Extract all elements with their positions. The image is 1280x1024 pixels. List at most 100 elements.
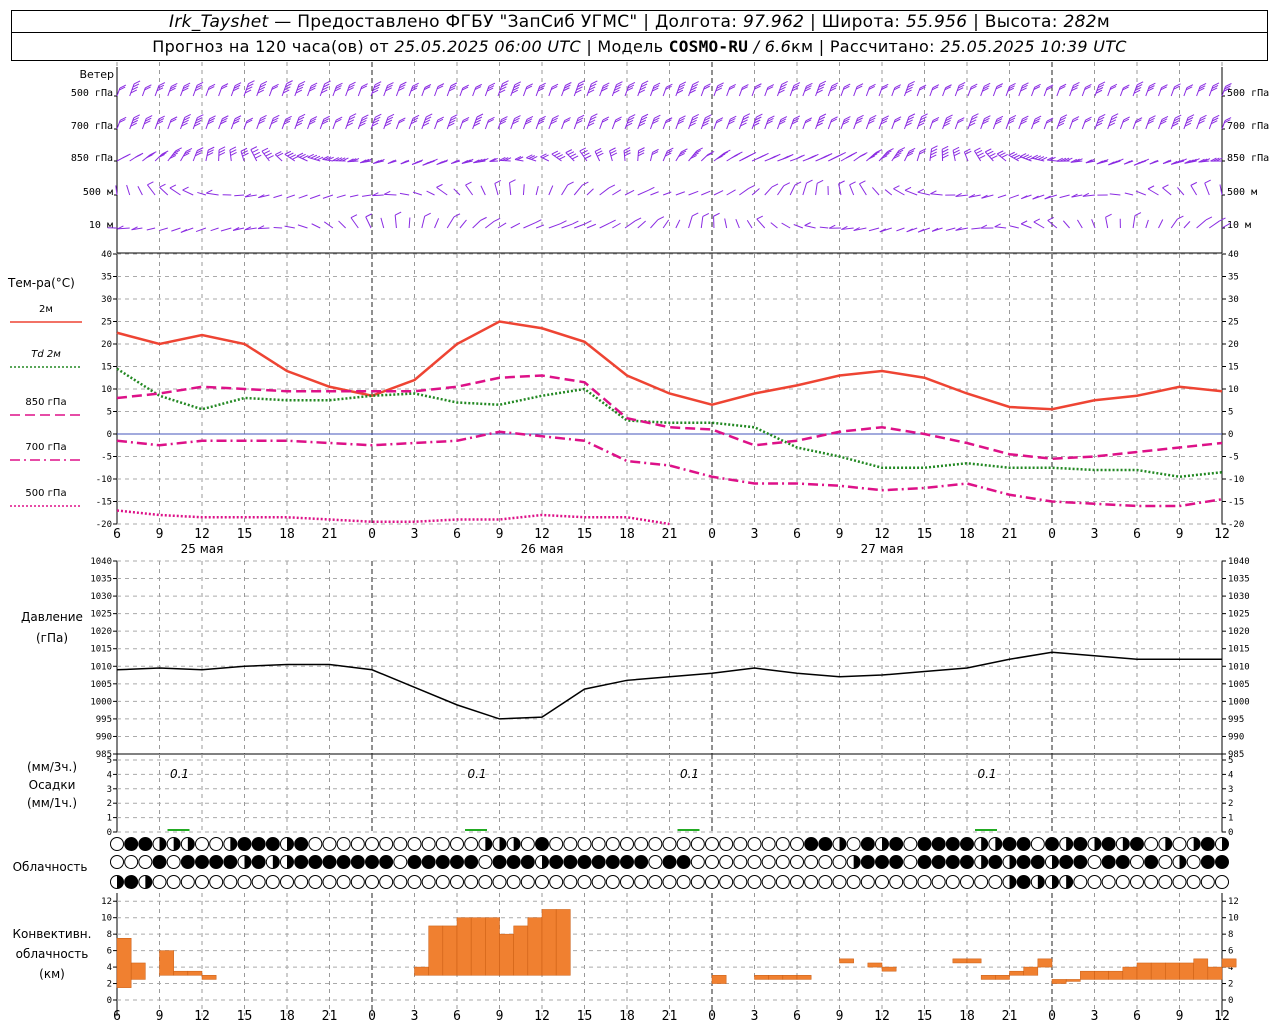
- cloud-circle: [365, 875, 379, 889]
- cloud-cover-symbol: [506, 855, 521, 869]
- cloud-fill: [464, 855, 478, 869]
- wind-barb: [1082, 194, 1096, 197]
- wind-barb: [764, 186, 773, 196]
- wind-barb-flag: [594, 147, 602, 152]
- cloud-fill: [1179, 855, 1186, 869]
- wind-barb-flag: [462, 119, 469, 124]
- cloud-fill: [138, 837, 152, 851]
- wind-barb-flag: [715, 119, 723, 124]
- wind-barb-flag: [677, 120, 684, 125]
- wind-barb: [336, 194, 346, 199]
- cloud-circle: [393, 875, 408, 889]
- cloud-cover-symbol: [1130, 855, 1144, 869]
- wind-barb: [884, 189, 893, 196]
- wind-barb: [154, 85, 160, 97]
- cloud-circle: [591, 837, 606, 851]
- station-name: Irk_Tayshet: [169, 12, 269, 32]
- wind-barb-flag: [1212, 114, 1220, 119]
- wind-barb-flag: [691, 83, 698, 88]
- wind-barb-flag: [180, 229, 188, 233]
- wind-barb-flag: [609, 147, 616, 152]
- wind-barb-flag: [524, 120, 532, 125]
- latitude-value: 55.956: [906, 12, 968, 32]
- wind-barb: [268, 87, 274, 97]
- cloud-circle: [747, 855, 762, 869]
- wind-barb-flag: [265, 152, 272, 157]
- wind-barb: [776, 84, 783, 97]
- wind-barb: [726, 189, 736, 196]
- wind-barb-flag: [173, 149, 180, 154]
- wind-barb-flag: [829, 87, 837, 92]
- cloud-cover-symbol: [563, 837, 578, 851]
- wind-barb: [171, 227, 181, 232]
- cloud-circle: [294, 875, 309, 889]
- wind-barb-flag: [267, 155, 274, 159]
- wind-barb: [1190, 185, 1198, 196]
- wind-barb-flag: [361, 83, 368, 88]
- wind-barb-flag: [258, 86, 266, 91]
- wind-barb-flag: [389, 159, 397, 164]
- wind-barb-flag: [436, 118, 444, 123]
- wind-barb-flag: [816, 89, 823, 94]
- cloud-cover-symbol: [889, 837, 904, 851]
- cloud-circle: [223, 875, 238, 889]
- wind-barb-flag: [955, 226, 962, 231]
- cloud-cover-symbol: [1016, 875, 1031, 889]
- wind-barb: [1109, 193, 1121, 196]
- wind-barb-flag: [411, 85, 419, 90]
- y-tick-label-right: 1020: [1228, 627, 1250, 637]
- cloud-cover-symbol: [407, 855, 422, 869]
- wind-barb-flag: [475, 116, 483, 121]
- wind-barb-flag: [171, 82, 178, 87]
- cloud-cover-symbol: [1030, 837, 1045, 851]
- wind-barb: [522, 184, 525, 196]
- cloud-cover-symbol: [648, 837, 663, 851]
- wind-barb: [137, 186, 143, 196]
- cloud-cover-symbol: [195, 855, 209, 869]
- wind-barb-flag: [1203, 158, 1211, 163]
- x-tick-label: 9: [496, 1009, 504, 1024]
- wind-barb: [1135, 190, 1146, 196]
- cloud-cover-symbol: [393, 837, 408, 851]
- cloud-cover-symbol: [775, 855, 790, 869]
- wind-barb-flag: [716, 155, 723, 160]
- wind-barb: [726, 87, 731, 97]
- wind-barb-flag: [678, 152, 685, 157]
- cloud-circle: [393, 837, 408, 851]
- cloud-circle: [492, 875, 507, 889]
- wind-barb: [853, 86, 858, 97]
- wind-barb-flag: [754, 119, 761, 124]
- wind-barb-flag: [1046, 117, 1054, 122]
- wind-barb-flag: [316, 156, 324, 161]
- wind-barb-flag: [500, 118, 507, 123]
- wind-barb: [1081, 87, 1086, 97]
- y-tick-label-left: 1: [107, 814, 112, 824]
- wind-barb-flag: [857, 114, 864, 119]
- cloud-fill: [507, 855, 521, 869]
- cloud-cover-symbol: [520, 837, 535, 851]
- cloud-fill: [946, 855, 960, 869]
- wind-barb-flag: [431, 158, 438, 163]
- cloud-cover-symbol: [464, 875, 479, 889]
- wind-barb-flag: [285, 115, 292, 120]
- wind-barb-flag: [793, 115, 801, 120]
- wind-barb-flag: [991, 155, 998, 160]
- cloud-cover-symbol: [265, 837, 280, 851]
- y-tick-label-left: 1015: [90, 645, 112, 655]
- wind-barb: [421, 216, 426, 229]
- wind-barb-flag: [953, 152, 961, 157]
- wind-barb-flag: [360, 159, 367, 164]
- cloud-cover-symbol: [464, 837, 479, 851]
- wind-barb-flag: [292, 155, 299, 160]
- cloud-fill: [1037, 875, 1045, 889]
- wind-barb-flag: [978, 155, 986, 159]
- wind-barb-flag: [335, 85, 342, 90]
- wind-barb-flag: [919, 86, 926, 91]
- wind-barb-flag: [1213, 157, 1220, 162]
- cloud-cover-symbol: [889, 855, 904, 869]
- cloud-fill: [153, 855, 166, 869]
- wind-level-label-left: 500 гПа: [71, 88, 113, 99]
- wind-barb: [350, 217, 359, 229]
- wind-barb-flag: [793, 82, 801, 87]
